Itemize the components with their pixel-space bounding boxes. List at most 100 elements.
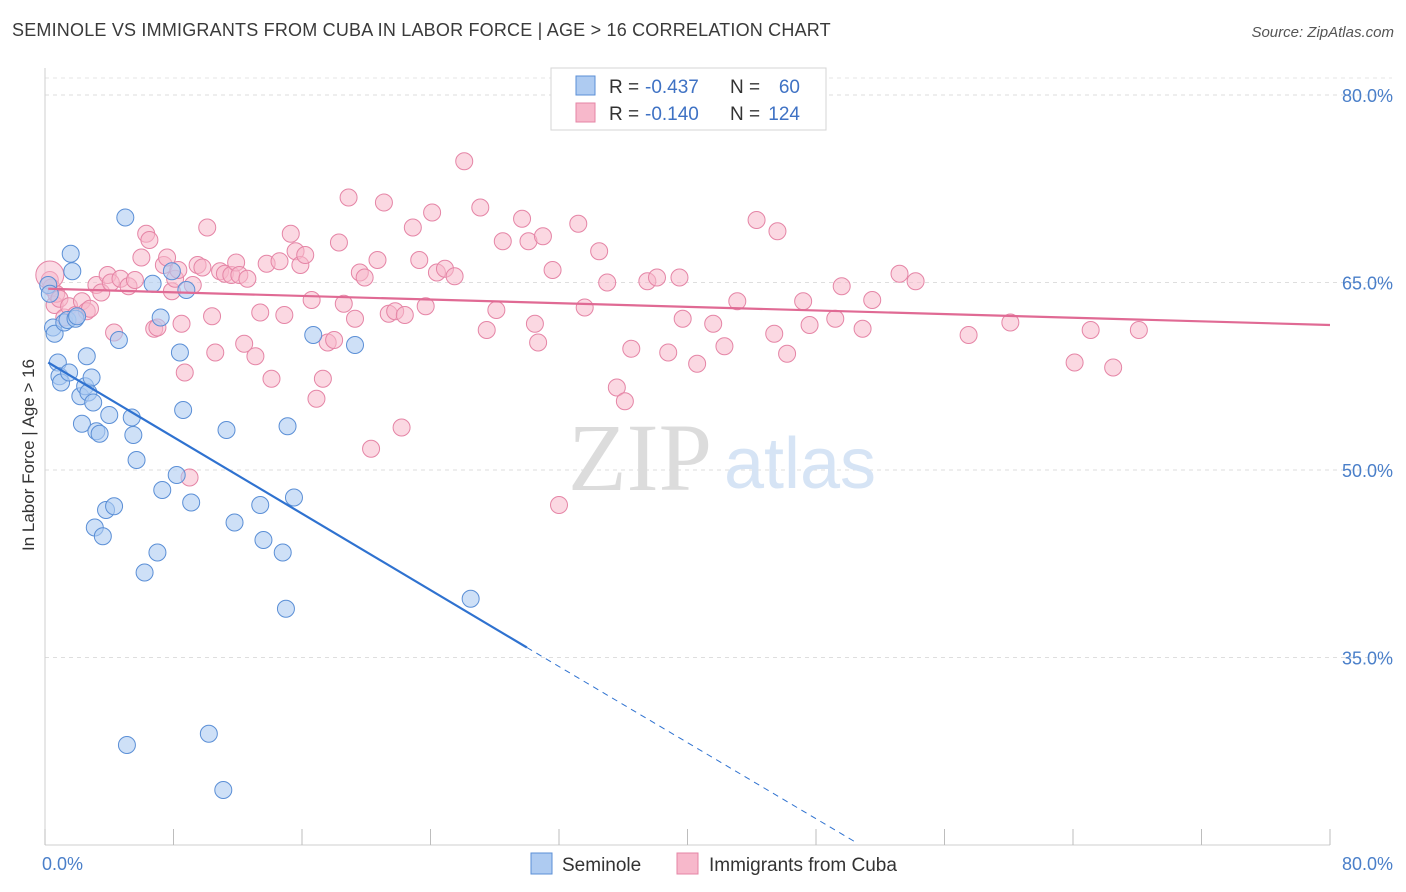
- data-point-cuba: [513, 209, 532, 228]
- x-tick-label: 0.0%: [42, 854, 83, 874]
- data-point-cuba: [607, 378, 626, 397]
- tick-labels: 35.0% 50.0% 65.0% 80.0% 0.0% 80.0%: [42, 86, 1393, 874]
- data-point-seminole: [100, 406, 119, 424]
- data-point-cuba: [471, 198, 490, 217]
- data-point-cuba: [533, 227, 552, 246]
- data-point-seminole: [93, 527, 112, 546]
- data-point-cuba: [688, 354, 707, 373]
- data-point-cuba: [251, 303, 270, 322]
- y-tick-label: 50.0%: [1342, 461, 1393, 481]
- data-point-cuba: [647, 268, 666, 287]
- data-point-cuba: [423, 203, 442, 222]
- data-point-seminole: [177, 281, 196, 299]
- data-point-seminole: [182, 493, 201, 512]
- data-point-cuba: [525, 314, 544, 333]
- y-axis-label: In Labor Force | Age > 16: [19, 359, 38, 551]
- data-point-cuba: [125, 271, 144, 289]
- trend-lines: [47, 287, 1331, 843]
- axes: [44, 68, 1331, 846]
- data-point-cuba: [529, 333, 548, 352]
- legend-n-label: N =: [730, 104, 760, 125]
- data-point-cuba: [853, 319, 872, 338]
- data-point-cuba: [1081, 321, 1100, 339]
- data-point-seminole: [61, 244, 80, 263]
- legend-box: R = -0.437 N = 60 R = -0.140 N = 124: [550, 67, 827, 131]
- data-point-seminole: [84, 393, 103, 412]
- data-point-cuba: [334, 294, 353, 313]
- data-point-cuba: [392, 418, 411, 437]
- data-point-seminole: [135, 563, 154, 582]
- data-point-cuba: [598, 273, 617, 292]
- data-point-cuba: [445, 267, 464, 286]
- data-point-cuba: [246, 347, 265, 366]
- data-point-seminole: [90, 424, 109, 443]
- data-point-cuba: [622, 339, 641, 358]
- data-point-seminole: [199, 724, 218, 743]
- trend-line-seminole-extension: [526, 647, 857, 843]
- bottom-legend: Seminole Immigrants from Cuba: [530, 852, 897, 876]
- data-point-cuba: [410, 251, 429, 269]
- bottom-legend-cuba: Immigrants from Cuba: [709, 855, 897, 876]
- data-point-cuba: [172, 314, 191, 333]
- data-point-cuba: [193, 258, 212, 277]
- data-point-seminole: [117, 736, 136, 754]
- data-point-seminole: [148, 543, 167, 562]
- data-point-seminole: [153, 481, 172, 499]
- data-point-cuba: [890, 264, 909, 283]
- data-point-cuba: [238, 269, 257, 288]
- data-point-cuba: [670, 268, 689, 287]
- data-point-cuba: [132, 248, 151, 267]
- trend-line-cuba: [48, 287, 1331, 327]
- data-point-seminole: [225, 513, 244, 532]
- data-point-cuba: [659, 343, 678, 362]
- data-point-seminole: [217, 421, 236, 439]
- data-point-cuba: [455, 152, 474, 171]
- data-point-cuba: [794, 292, 813, 311]
- data-point-seminole: [105, 497, 124, 516]
- legend-r-label: R =: [609, 104, 639, 125]
- data-point-cuba: [800, 316, 819, 334]
- data-point-cuba: [355, 268, 374, 287]
- data-point-seminole: [254, 531, 273, 549]
- legend-r-label: R =: [609, 77, 639, 98]
- data-point-cuba: [1129, 321, 1148, 339]
- data-point-cuba: [747, 211, 766, 229]
- source-label: Source: ZipAtlas.com: [1251, 24, 1394, 41]
- data-point-seminole: [346, 336, 365, 354]
- legend-n-label: N =: [730, 77, 760, 98]
- data-point-cuba: [329, 233, 348, 252]
- legend-n-seminole: 60: [779, 77, 800, 98]
- data-point-cuba: [374, 193, 393, 212]
- data-point-cuba: [313, 369, 332, 388]
- data-point-seminole: [214, 781, 233, 799]
- data-point-cuba: [368, 251, 387, 269]
- x-tick-label: 80.0%: [1342, 854, 1393, 874]
- y-tick-label: 80.0%: [1342, 86, 1393, 106]
- data-point-seminole: [284, 488, 303, 507]
- data-point-cuba: [487, 301, 506, 319]
- data-point-seminole: [63, 262, 82, 281]
- data-point-cuba: [550, 496, 568, 514]
- data-point-cuba: [704, 314, 723, 333]
- grid-lines: [45, 77, 1392, 658]
- data-point-seminole: [82, 368, 101, 387]
- data-point-seminole: [109, 331, 128, 349]
- trend-line-seminole: [47, 361, 528, 649]
- data-point-seminole: [170, 343, 189, 362]
- data-point-cuba: [395, 306, 414, 324]
- data-point-cuba: [198, 218, 217, 237]
- data-point-seminole: [251, 496, 270, 514]
- data-point-cuba: [569, 214, 588, 233]
- data-point-cuba: [728, 292, 747, 311]
- data-point-cuba: [325, 331, 344, 349]
- data-point-cuba: [281, 224, 300, 243]
- data-point-seminole: [124, 426, 143, 444]
- data-point-cuba: [362, 439, 381, 458]
- data-point-seminole: [278, 417, 297, 436]
- data-point-cuba: [1001, 313, 1020, 332]
- data-point-cuba: [296, 246, 315, 264]
- watermark-zip: ZIP: [568, 404, 712, 511]
- data-point-cuba: [768, 222, 787, 241]
- data-point-cuba: [235, 334, 254, 353]
